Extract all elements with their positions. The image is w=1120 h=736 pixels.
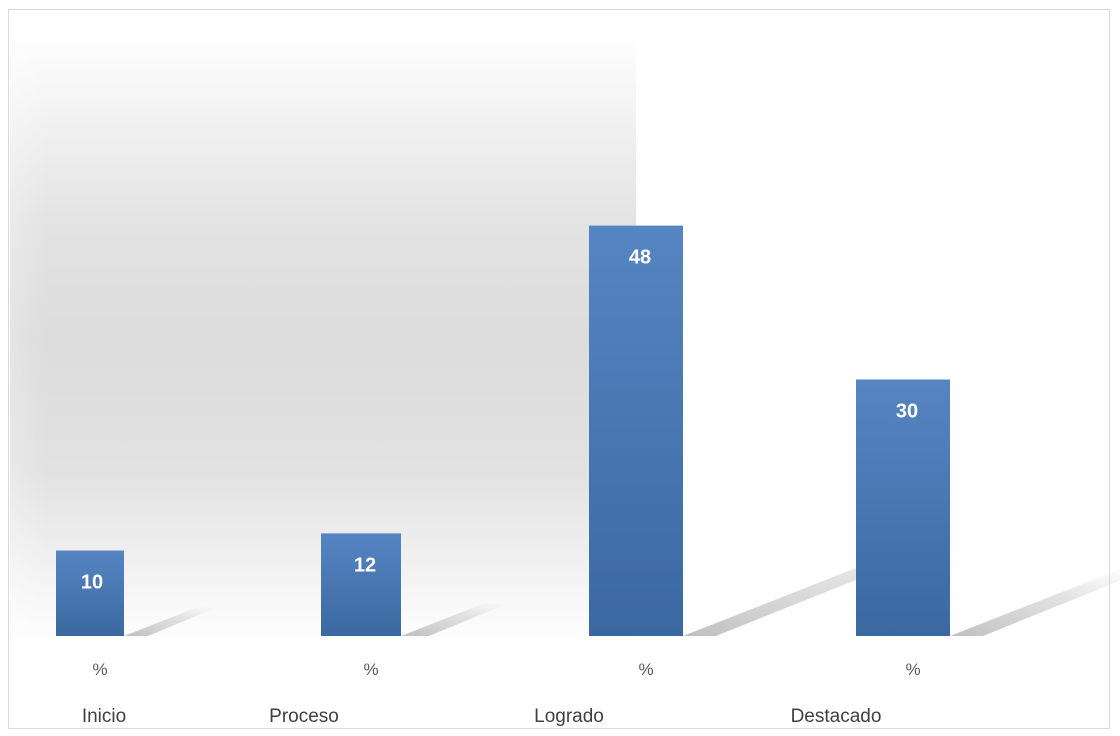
category-label-proceso: Proceso xyxy=(269,706,339,727)
category-label-destacado: Destacado xyxy=(791,706,882,727)
bar-inicio xyxy=(56,550,124,636)
value-label-logrado: 48 xyxy=(629,247,651,269)
percent-label-logrado: % xyxy=(638,660,653,679)
value-label-proceso: 12 xyxy=(354,554,376,576)
percent-label-destacado: % xyxy=(905,660,920,679)
category-label-logrado: Logrado xyxy=(534,706,604,727)
value-labels: 10 12 48 30 xyxy=(81,247,918,594)
percent-labels: %%%% xyxy=(92,660,920,679)
percent-label-proceso: % xyxy=(363,660,378,679)
bar-shadow-destacado xyxy=(950,569,1120,636)
bar-shadow-inicio xyxy=(124,607,218,636)
bar-logrado xyxy=(589,225,683,636)
bar-destacado xyxy=(856,379,950,636)
percent-label-inicio: % xyxy=(92,660,107,679)
bar-shadow-proceso xyxy=(401,603,508,636)
value-label-inicio: 10 xyxy=(81,572,103,594)
bar-proceso xyxy=(321,533,401,636)
bars xyxy=(56,225,950,636)
category-labels: Inicio Proceso Logrado Destacado xyxy=(82,706,882,727)
category-label-inicio: Inicio xyxy=(82,706,126,727)
value-label-destacado: 30 xyxy=(896,401,918,423)
